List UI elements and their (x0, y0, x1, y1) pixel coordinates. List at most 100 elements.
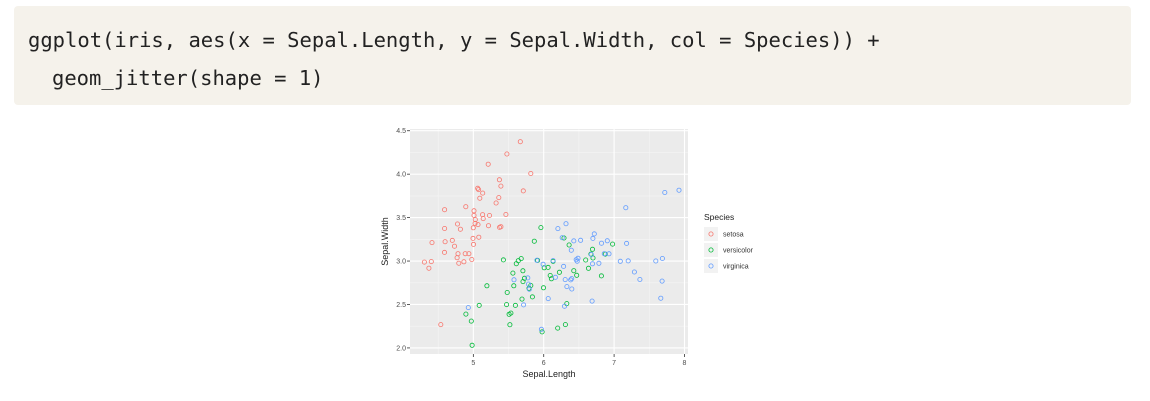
data-point-setosa (480, 190, 486, 196)
data-point-versicolor (562, 322, 568, 328)
data-point-setosa (421, 259, 427, 265)
data-point-setosa (470, 225, 476, 231)
data-point-setosa (442, 207, 448, 213)
data-point-virginica (538, 326, 544, 332)
data-point-virginica (598, 240, 604, 246)
y-axis-title: Sepal.Width (380, 217, 390, 266)
data-point-virginica (606, 251, 612, 257)
y-tick-label: 2.0 (396, 345, 406, 352)
legend-key-virginica (704, 259, 718, 273)
data-point-setosa (449, 237, 455, 243)
data-point-setosa (442, 249, 448, 255)
data-point-versicolor (500, 257, 506, 263)
data-point-versicolor (555, 325, 561, 331)
data-point-versicolor (510, 270, 516, 276)
data-point-virginica (578, 237, 584, 243)
data-point-virginica (534, 257, 540, 263)
data-point-versicolor (540, 285, 546, 291)
data-point-versicolor (598, 273, 604, 279)
data-point-versicolor (529, 294, 535, 300)
data-point-setosa (476, 234, 482, 240)
data-point-setosa (528, 171, 534, 177)
data-point-versicolor (511, 283, 517, 289)
data-point-virginica (631, 269, 637, 275)
y-tick-label: 3.5 (396, 215, 406, 222)
data-point-virginica (591, 231, 597, 237)
legend-title: Species (704, 212, 734, 222)
data-point-virginica (676, 187, 682, 193)
data-point-virginica (589, 261, 595, 267)
data-point-versicolor (463, 311, 469, 317)
data-point-versicolor (469, 342, 475, 348)
data-point-virginica (596, 260, 602, 266)
data-point-setosa (496, 177, 502, 183)
scatter-plot: 5 6 7 8 2.0 2.5 3.0 3.5 4.0 4.5 Sepal.Length Sepal.… (380, 128, 754, 379)
data-point-virginica (662, 190, 668, 196)
data-point-versicolor (520, 268, 526, 274)
data-point-virginica (624, 240, 630, 246)
data-point-setosa (486, 223, 492, 229)
code-line-1: ggplot(iris, aes(x = Sepal.Length, y = S… (28, 28, 880, 52)
data-point-setosa (471, 241, 477, 247)
data-point-setosa (503, 212, 509, 218)
legend-symbol-setosa (708, 231, 714, 237)
data-point-setosa (452, 243, 458, 249)
data-point-versicolor (547, 272, 553, 278)
data-point-versicolor (507, 322, 513, 328)
data-point-virginica (561, 263, 567, 269)
legend-label-virginica: virginica (723, 264, 749, 271)
data-point-virginica (637, 276, 643, 282)
data-point-versicolor (571, 268, 577, 274)
data-point-virginica (559, 235, 565, 241)
data-point-setosa (487, 213, 493, 219)
data-point-versicolor (521, 275, 527, 281)
y-tick-label: 4.5 (396, 128, 406, 135)
data-point-virginica (604, 238, 610, 244)
data-point-virginica (555, 226, 561, 232)
data-point-setosa (455, 221, 461, 227)
data-point-setosa (462, 251, 468, 257)
y-tick-label: 3.0 (396, 259, 406, 266)
x-tick-label: 8 (683, 360, 687, 367)
legend-label-setosa: setosa (723, 232, 744, 239)
x-axis-title: Sepal.Length (522, 369, 575, 379)
data-point-versicolor (518, 256, 524, 262)
data-point-versicolor (561, 235, 567, 241)
data-point-setosa (429, 240, 435, 246)
data-point-setosa (493, 200, 499, 206)
code-block: ggplot(iris, aes(x = Sepal.Length, y = S… (14, 6, 1131, 105)
data-point-virginica (568, 247, 574, 253)
data-point-virginica (601, 251, 607, 257)
data-point-versicolor (541, 265, 547, 271)
data-point-virginica (589, 298, 595, 304)
data-point-setosa (469, 256, 475, 262)
data-point-setosa (442, 226, 448, 232)
data-point-virginica (525, 281, 531, 287)
data-point-versicolor (506, 311, 512, 317)
x-tick-label: 7 (612, 360, 616, 367)
data-point-virginica (590, 235, 596, 241)
data-point-setosa (456, 260, 462, 266)
y-tick-label: 2.5 (396, 302, 406, 309)
data-point-virginica (552, 274, 558, 280)
data-point-virginica (550, 258, 556, 264)
data-point-versicolor (519, 296, 525, 302)
x-tick-label: 5 (471, 360, 475, 367)
data-point-virginica (653, 258, 659, 264)
data-point-virginica (563, 221, 569, 227)
data-point-setosa (457, 226, 463, 232)
data-point-versicolor (512, 302, 518, 308)
data-point-setosa (454, 255, 460, 261)
data-point-versicolor (583, 257, 589, 263)
legend-symbol-versicolor (708, 247, 714, 253)
data-point-virginica (526, 286, 532, 292)
data-point-virginica (545, 296, 551, 302)
data-point-virginica (659, 255, 665, 261)
data-point-virginica (617, 258, 623, 264)
data-point-virginica (574, 258, 580, 264)
data-point-setosa (476, 187, 482, 193)
data-point-setosa (471, 212, 477, 218)
data-point-versicolor (531, 238, 537, 244)
data-point-versicolor (484, 283, 490, 289)
data-point-virginica (625, 258, 631, 264)
